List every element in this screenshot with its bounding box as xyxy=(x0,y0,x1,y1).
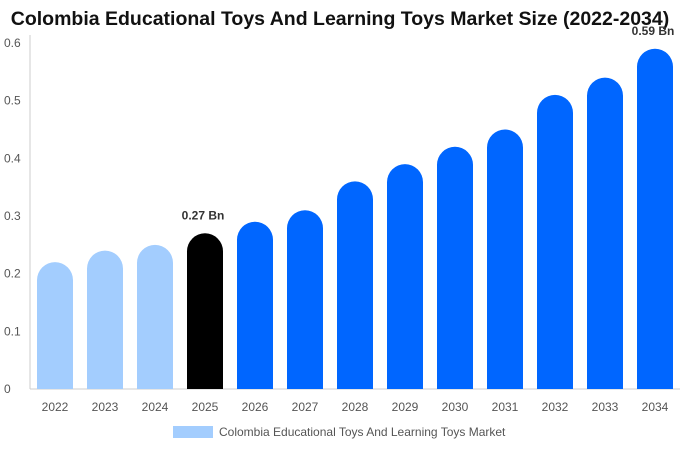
y-tick-label: 0.6 xyxy=(4,36,21,50)
bar-2030 xyxy=(437,146,473,389)
chart-title: Colombia Educational Toys And Learning T… xyxy=(10,8,670,30)
x-tick-label: 2028 xyxy=(342,400,369,414)
y-tick-label: 0.5 xyxy=(4,94,21,108)
bar-2029 xyxy=(387,164,423,389)
legend-swatch xyxy=(173,426,213,438)
bar-2024 xyxy=(137,244,173,389)
bar-2034 xyxy=(637,48,673,390)
bar-2022 xyxy=(37,262,73,389)
x-tick-label: 2034 xyxy=(642,400,669,414)
y-tick-label: 0.1 xyxy=(4,324,21,338)
y-tick-label: 0.3 xyxy=(4,209,21,223)
data-label-2034: 0.59 Bn xyxy=(632,24,675,38)
labels-layer: 2022 2023 2024 2025 2026 2027 2028 2029 2030 2031… xyxy=(42,24,675,414)
data-label-2025: 0.27 Bn xyxy=(182,208,225,222)
x-tick-label: 2027 xyxy=(292,400,319,414)
x-tick-label: 2029 xyxy=(392,400,419,414)
bars-layer xyxy=(37,48,673,390)
x-tick-label: 2023 xyxy=(92,400,119,414)
y-tick-label: 0.2 xyxy=(4,267,21,281)
x-tick-label: 2025 xyxy=(192,400,219,414)
x-tick-label: 2026 xyxy=(242,400,269,414)
legend: Colombia Educational Toys And Learning T… xyxy=(173,425,505,439)
y-tick-label: 0 xyxy=(4,382,11,396)
x-tick-label: 2030 xyxy=(442,400,469,414)
bar-2033 xyxy=(587,77,623,389)
x-tick-label: 2024 xyxy=(142,400,169,414)
legend-label: Colombia Educational Toys And Learning T… xyxy=(219,425,506,439)
bar-2031 xyxy=(487,129,523,389)
x-tick-label: 2032 xyxy=(542,400,569,414)
x-tick-label: 2031 xyxy=(492,400,519,414)
x-tick-label: 2033 xyxy=(592,400,619,414)
x-tick-label: 2022 xyxy=(42,400,69,414)
bar-2028 xyxy=(337,181,373,389)
bar-2023 xyxy=(87,250,123,389)
bar-2025 xyxy=(187,233,223,389)
bar-2032 xyxy=(537,94,573,389)
bar-2026 xyxy=(237,221,273,389)
y-tick-label: 0.4 xyxy=(4,151,21,165)
bar-2027 xyxy=(287,210,323,389)
